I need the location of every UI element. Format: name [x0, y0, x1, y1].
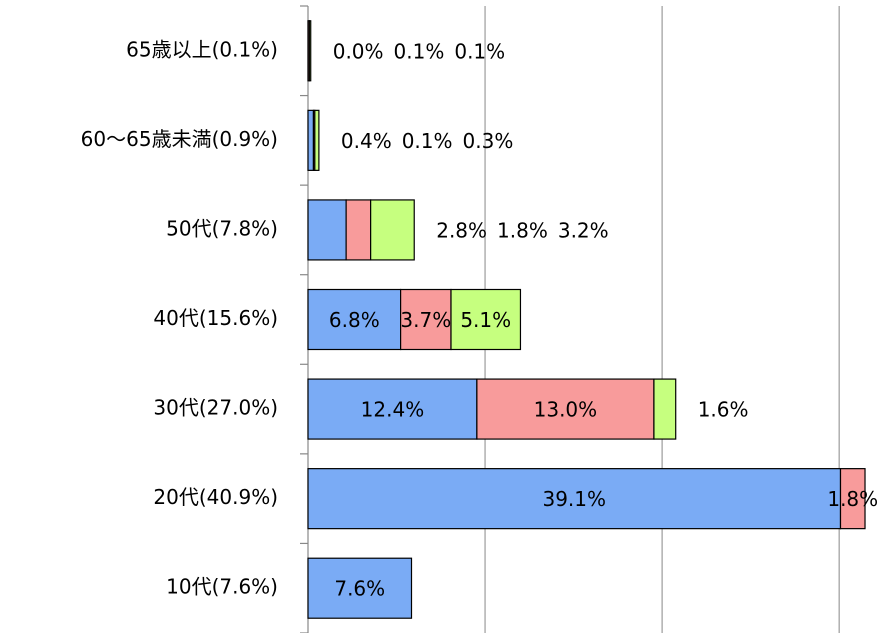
data-label: 3.7% [400, 308, 451, 332]
data-label: 3.2% [558, 218, 609, 242]
bar-segment [370, 199, 415, 261]
data-label: 39.1% [542, 487, 606, 511]
bar-segment [476, 378, 655, 440]
data-label: 7.6% [334, 577, 385, 601]
bar-segment [314, 109, 320, 171]
bar-segment [307, 557, 413, 619]
data-label: 0.3% [463, 129, 514, 153]
data-label: 6.8% [329, 308, 380, 332]
bar-segment [308, 20, 312, 82]
bar-segment [450, 288, 522, 351]
y-tick-label: 50代(7.8%) [166, 216, 278, 240]
data-label: 0.1% [454, 39, 505, 63]
y-tick-label: 40代(15.6%) [153, 306, 278, 330]
bar-segment [307, 199, 347, 261]
bar-segment [400, 288, 452, 351]
bar-segment [307, 109, 315, 171]
y-tick-label: 65歳以上(0.1%) [126, 37, 278, 61]
bar-segment [839, 468, 866, 530]
data-label: 1.6% [698, 398, 749, 422]
data-label: 12.4% [361, 398, 425, 422]
data-label: 0.0% [333, 39, 384, 63]
y-tick-label: 10代(7.6%) [166, 575, 278, 599]
data-label: 0.1% [402, 129, 453, 153]
data-label: 1.8% [497, 218, 548, 242]
data-label: 13.0% [534, 398, 598, 422]
data-label: 5.1% [460, 308, 511, 332]
y-tick-label: 30代(27.0%) [153, 396, 278, 420]
bar-segment [653, 378, 677, 440]
data-label: 1.8% [827, 487, 878, 511]
bar-segment [307, 468, 842, 530]
data-label: 0.1% [394, 39, 445, 63]
data-label: 2.8% [436, 218, 487, 242]
data-label: 0.4% [341, 129, 392, 153]
y-tick-label: 20代(40.9%) [153, 485, 278, 509]
bar-segment [307, 288, 402, 351]
bar-segment [345, 199, 372, 261]
bar-segment [307, 378, 478, 440]
y-tick-label: 60～65歳未満(0.9%) [81, 127, 278, 151]
